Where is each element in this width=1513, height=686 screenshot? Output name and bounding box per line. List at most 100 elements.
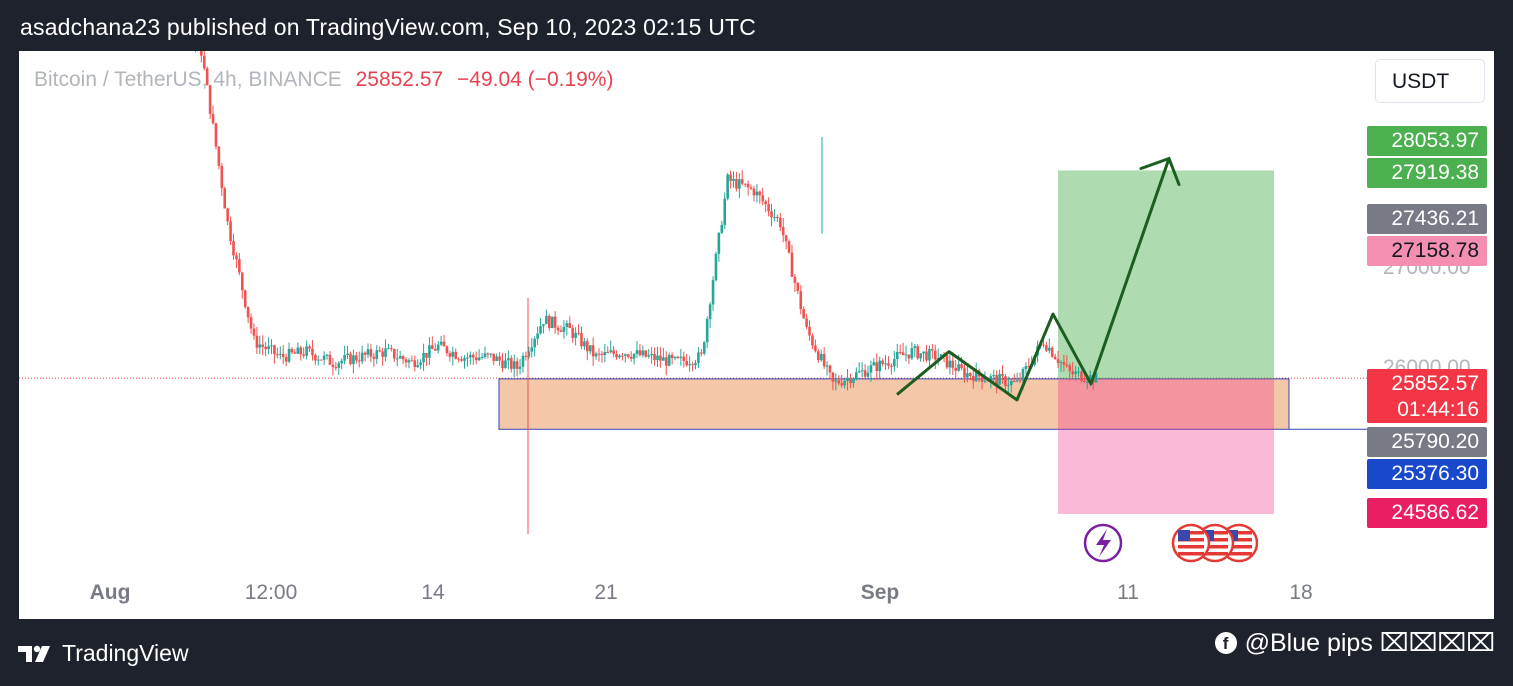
currency-selector[interactable]: USDT [1375, 59, 1485, 103]
candle-body [483, 353, 487, 358]
candle-body [1001, 374, 1004, 377]
candle-body [857, 371, 861, 373]
candle-body [650, 353, 653, 356]
candle-body [255, 335, 259, 348]
candle-body [995, 375, 998, 385]
candle-body [1074, 371, 1077, 375]
candle-body [249, 317, 253, 329]
candle-body [615, 353, 618, 358]
candle-body [200, 51, 203, 56]
candle-body [521, 355, 525, 367]
candle-body [761, 195, 765, 202]
candle-body [603, 351, 607, 356]
candle-body [632, 353, 636, 359]
candle-body [781, 227, 785, 236]
projection-path [896, 158, 1171, 402]
candle-body [831, 372, 835, 382]
candle-body [1083, 380, 1086, 382]
candle-body [384, 348, 387, 357]
candle-body [463, 358, 466, 361]
candle-body [284, 357, 288, 362]
candle-body [229, 221, 232, 242]
support-zone [498, 378, 1290, 430]
candle-body [316, 359, 320, 361]
candle-body [907, 354, 911, 359]
candle-body [974, 370, 978, 382]
candle-body [670, 354, 674, 359]
flag-stripe [1202, 545, 1228, 549]
candle-body [413, 360, 417, 368]
candle-body [208, 85, 212, 114]
candle-body [758, 191, 762, 196]
candle-body [278, 353, 282, 355]
publication-header: asadchana23 published on TradingView.com… [20, 14, 757, 40]
candle-body [887, 363, 890, 366]
candle-body [811, 335, 814, 346]
candle-body [954, 367, 958, 371]
candle-body [679, 356, 683, 358]
candle-body [571, 328, 574, 338]
candle-body [533, 338, 536, 348]
candle-body [825, 365, 829, 367]
candle-body [933, 350, 937, 360]
flag-stripe [1202, 552, 1228, 556]
candle-body [357, 360, 361, 362]
candle-body [662, 357, 665, 361]
candle-body [243, 290, 247, 307]
candle-body [866, 372, 870, 377]
candle-body [299, 347, 303, 355]
candle-body [393, 349, 396, 359]
candle-body [667, 354, 671, 366]
candle-body [451, 351, 455, 357]
candle-body [749, 187, 753, 189]
candle-body [752, 188, 756, 196]
candle-body [586, 341, 589, 352]
candle-body [644, 350, 648, 357]
candle-body [989, 376, 993, 381]
candle-body [270, 345, 273, 347]
candle-body [305, 346, 308, 356]
candle-body [539, 326, 542, 334]
candle-body [846, 377, 849, 381]
candle-body [530, 347, 534, 352]
candle-body [369, 349, 373, 357]
candle-body [729, 174, 732, 182]
candle-body [700, 352, 703, 354]
candle-body [790, 252, 794, 277]
candle-body [252, 328, 256, 336]
author-credit: f @Blue pips ⌧⌧⌧⌧ [1214, 628, 1495, 658]
symbol-legend: Bitcoin / TetherUS, 4h, BINANCE 25852.57… [34, 68, 613, 92]
candle-body [901, 352, 905, 356]
candle-body [547, 315, 551, 329]
candle-body [428, 345, 431, 358]
candle-body [773, 216, 776, 218]
candle-body [422, 353, 425, 363]
candle-body [407, 360, 411, 363]
candle-body [518, 366, 522, 369]
candle-body [594, 353, 598, 357]
chart-area[interactable]: Bitcoin / TetherUS, 4h, BINANCE 25852.57… [19, 51, 1494, 619]
candle-body [796, 282, 800, 292]
candle-body [855, 372, 858, 379]
candle-body [372, 356, 376, 359]
candle-body [647, 355, 651, 357]
candle-body [764, 201, 767, 205]
tradingview-logo[interactable]: TradingView [18, 640, 189, 667]
candle-body [738, 179, 741, 189]
candle-body [416, 365, 420, 368]
candle-body [217, 146, 221, 166]
candle-body [843, 380, 846, 386]
candle-body [860, 370, 864, 372]
price-label-grey: 27436.21 [1367, 204, 1487, 234]
candle-body [939, 354, 943, 358]
candle-body [743, 183, 747, 185]
candle-body [875, 362, 879, 372]
price-chart[interactable] [19, 51, 1494, 619]
candle-body [325, 354, 329, 356]
candle-body [787, 241, 791, 253]
candle-body [214, 123, 218, 147]
candle-body [808, 326, 811, 336]
candle-body [574, 332, 577, 338]
tradingview-logo-icon [18, 645, 50, 662]
candle-body [694, 363, 697, 366]
